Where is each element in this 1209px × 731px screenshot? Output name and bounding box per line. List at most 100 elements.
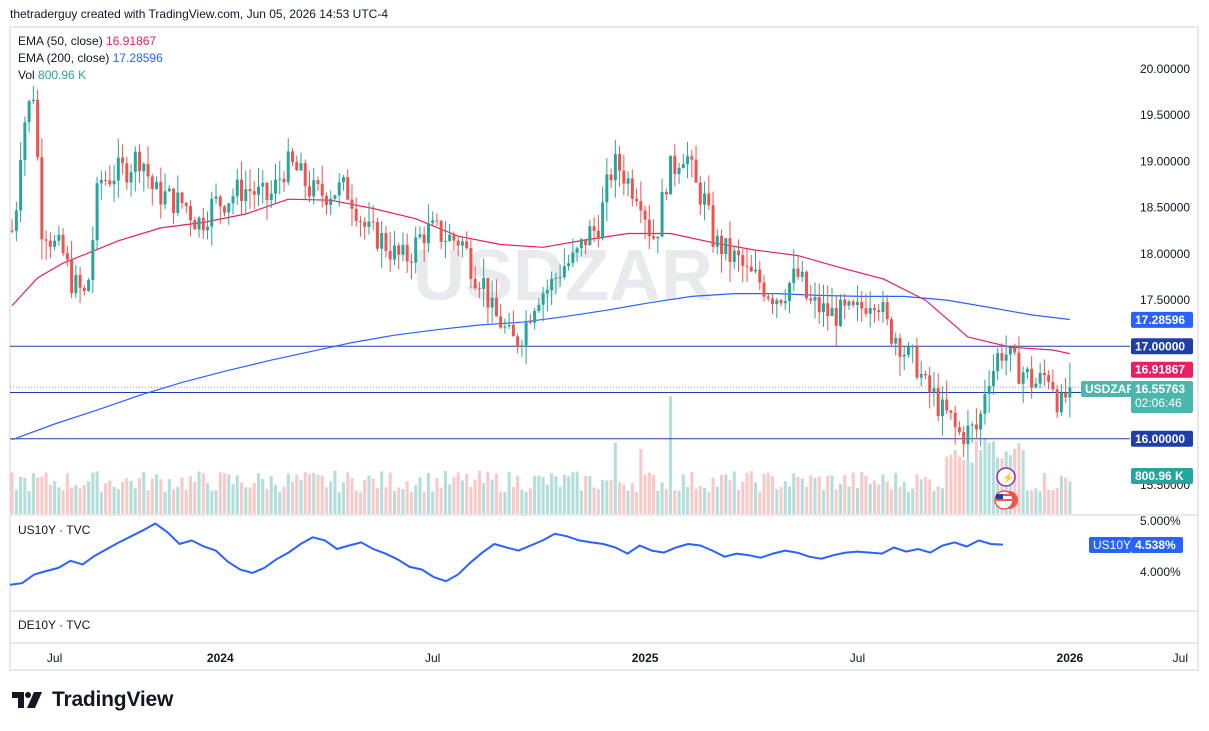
candle-body xyxy=(626,178,630,184)
candle-body xyxy=(643,210,647,220)
candle-body xyxy=(138,151,142,172)
volume-bar xyxy=(65,473,69,514)
volume-bar xyxy=(855,488,860,514)
candle-body xyxy=(558,277,562,279)
volume-bar xyxy=(860,472,864,514)
candle-body xyxy=(592,226,596,231)
candle-body xyxy=(915,346,919,378)
y-tick-label: 19.00000 xyxy=(1140,154,1190,168)
candle-body xyxy=(112,180,116,185)
candle-body xyxy=(796,268,800,277)
volume-bar xyxy=(316,474,320,514)
candle-body xyxy=(422,234,426,244)
candle-body xyxy=(834,307,838,326)
volume-bar xyxy=(707,492,711,514)
tag-us10y-name: US10Y xyxy=(1093,538,1131,552)
volume-bar xyxy=(898,487,902,514)
volume-bar xyxy=(605,480,609,514)
candle-body xyxy=(494,297,498,317)
candle-body xyxy=(847,301,851,306)
volume-bar xyxy=(635,492,639,514)
pane-label-us10y[interactable]: US10Y · TVC xyxy=(18,523,91,537)
candle-body xyxy=(19,159,23,211)
legend-ema50[interactable]: EMA (50, close) 16.91867 xyxy=(18,33,163,50)
volume-bar xyxy=(987,443,991,514)
candle-body xyxy=(295,162,299,171)
candle-body xyxy=(677,167,681,175)
volume-bar xyxy=(443,471,447,514)
volume-bar xyxy=(681,474,685,514)
volume-bar xyxy=(499,491,503,514)
candle-body xyxy=(511,325,515,337)
volume-bar xyxy=(686,487,690,514)
volume-bar xyxy=(677,490,681,514)
x-tick-label: Jul xyxy=(850,651,865,665)
volume-bar xyxy=(248,487,252,514)
volume-bar xyxy=(494,473,498,514)
pane-label-de10y[interactable]: DE10Y · TVC xyxy=(18,618,91,632)
candle-body xyxy=(737,250,741,256)
volume-bar xyxy=(409,492,413,514)
volume-bar xyxy=(779,487,783,514)
volume-bar xyxy=(669,396,673,514)
candle-body xyxy=(303,163,307,187)
volume-bar xyxy=(239,482,244,514)
y-tick-label: 20.00000 xyxy=(1140,62,1190,76)
volume-bar xyxy=(99,492,103,514)
candle-body xyxy=(562,266,566,278)
volume-bar xyxy=(911,488,915,514)
candle-body xyxy=(983,394,987,414)
volume-bar xyxy=(414,484,418,514)
tag-us10y: US10Y 4.538% xyxy=(1089,537,1183,553)
candle-body xyxy=(36,99,40,158)
volume-bar xyxy=(1021,450,1025,514)
candle-body xyxy=(991,371,995,386)
candle-body xyxy=(371,221,375,223)
volume-bar xyxy=(821,489,826,514)
candle-body xyxy=(240,179,244,201)
volume-bar xyxy=(656,490,660,514)
volume-bar xyxy=(758,491,762,514)
volume-bar xyxy=(222,473,227,514)
volume-bar xyxy=(787,486,792,514)
tradingview-logo[interactable]: TradingView xyxy=(12,688,173,712)
volume-bar xyxy=(868,483,872,514)
candle-body xyxy=(70,259,74,294)
candle-body xyxy=(31,99,35,102)
volume-bar xyxy=(579,490,583,514)
volume-bar xyxy=(452,476,456,514)
legend-ema200-label: EMA (200, close) xyxy=(18,51,110,65)
volume-bar xyxy=(592,487,596,514)
candle-body xyxy=(520,345,524,347)
x-tick-label: Jul xyxy=(1173,651,1188,665)
ema50-line xyxy=(11,198,1071,355)
volume-bar xyxy=(647,472,651,514)
volume-bar xyxy=(906,492,910,514)
volume-bar xyxy=(1025,490,1029,514)
volume-bar xyxy=(31,473,35,514)
candle-body xyxy=(830,307,834,317)
volume-bar xyxy=(482,483,486,514)
candle-body xyxy=(95,183,99,241)
candle-body xyxy=(936,388,940,417)
candle-body xyxy=(1021,372,1025,384)
volume-bar xyxy=(91,472,95,514)
candle-body xyxy=(707,193,711,206)
volume-bar xyxy=(537,475,541,514)
candle-body xyxy=(813,297,817,301)
legend-ema200[interactable]: EMA (200, close) 17.28596 xyxy=(18,50,163,67)
candle-body xyxy=(715,235,719,247)
volume-bar xyxy=(694,489,698,514)
candle-body xyxy=(316,180,320,184)
y-tick-label: 17.50000 xyxy=(1140,293,1190,307)
candle-body xyxy=(754,269,758,272)
candle-body xyxy=(265,182,269,201)
volume-bar xyxy=(333,470,337,514)
volume-bar xyxy=(885,481,889,514)
volume-bar xyxy=(613,442,617,514)
candle-body xyxy=(108,180,112,185)
legend-vol[interactable]: Vol 800.96 K xyxy=(18,67,163,84)
volume-bar xyxy=(456,472,460,514)
candle-body xyxy=(524,320,528,346)
